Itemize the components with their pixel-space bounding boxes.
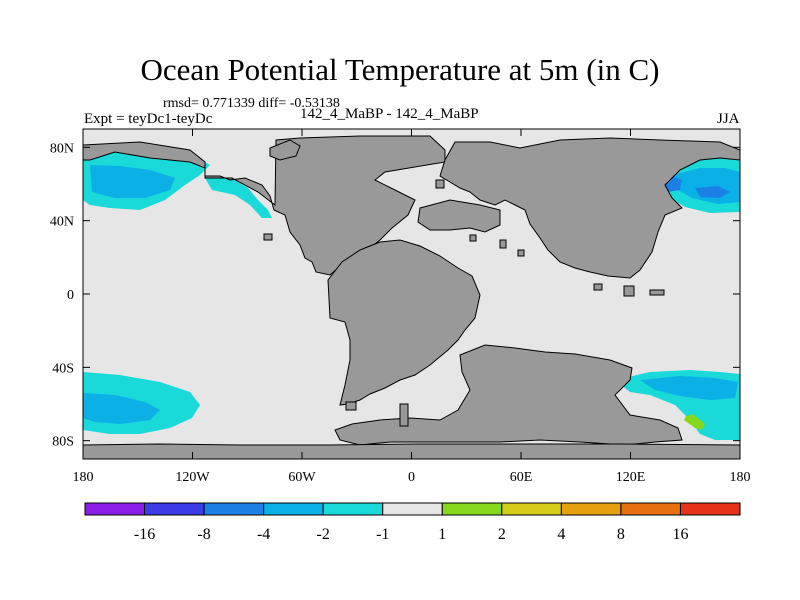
colorbar-label: 2 xyxy=(498,526,506,543)
colorbar-box xyxy=(203,502,265,516)
land-south-america xyxy=(327,239,481,406)
x-tick-label: 60E xyxy=(510,470,533,485)
anomaly-south-west-pacific-core xyxy=(640,376,738,400)
land-island-4 xyxy=(623,285,635,297)
land-greenland xyxy=(269,139,301,161)
land-island-2 xyxy=(435,179,445,189)
colorbar-label: -4 xyxy=(257,526,270,543)
land-europe-west xyxy=(417,199,501,233)
land-island-6 xyxy=(345,401,357,411)
land-island-1 xyxy=(263,233,273,241)
anomaly-labrador xyxy=(205,178,272,218)
land-island-3 xyxy=(649,289,665,296)
land-masses xyxy=(83,135,740,459)
anomaly-south-pacific-core xyxy=(83,393,160,424)
land-island-9 xyxy=(499,239,507,249)
colorbar-label: 4 xyxy=(557,526,565,543)
colorbar-label: 8 xyxy=(617,526,625,543)
colorbar-label: -16 xyxy=(134,526,155,543)
y-tick-label: 0 xyxy=(67,288,74,303)
y-tick-label: 80N xyxy=(50,141,74,156)
land-island-10 xyxy=(517,249,525,257)
colorbar-box xyxy=(679,502,741,516)
colorbar-box xyxy=(382,502,443,516)
land-island-7 xyxy=(399,403,409,427)
colorbar-box xyxy=(501,502,562,516)
season-label: JJA xyxy=(717,111,740,127)
colorbar-label: -1 xyxy=(376,526,389,543)
anomaly-north-atlantic-core xyxy=(90,165,175,198)
anomaly-north-pacific-deep xyxy=(695,186,730,198)
x-tick-label: 60W xyxy=(288,470,316,485)
colorbar-label: 1 xyxy=(438,526,446,543)
land-island-5 xyxy=(593,283,603,291)
y-tick-label: 40N xyxy=(50,215,74,230)
experiment-label: Expt = teyDc1-teyDc xyxy=(84,111,213,127)
case-label: 142_4_MaBP - 142_4_MaBP xyxy=(300,106,479,122)
x-tick-label: 180 xyxy=(730,470,751,485)
land-eurasia xyxy=(439,137,740,279)
anomaly-new-zealand-warm xyxy=(684,414,705,430)
colorbar-box xyxy=(263,502,324,516)
rmsd-diff-label: rmsd= 0.771339 diff= -0.53138 xyxy=(163,96,340,111)
colorbar-box xyxy=(322,502,384,516)
y-tick-label: 40S xyxy=(52,361,74,376)
x-tick-label: 180 xyxy=(73,470,94,485)
colorbar-box xyxy=(144,502,205,516)
land-island-8 xyxy=(469,234,477,242)
colorbar-box xyxy=(560,502,622,516)
colorbar-label: -2 xyxy=(317,526,330,543)
y-axis-ticks: 80N 40N 0 40S 80S xyxy=(50,141,740,450)
colorbar-label: 16 xyxy=(672,526,688,543)
colorbar-box xyxy=(620,502,681,516)
anomaly-green-regions xyxy=(684,414,705,430)
chart-title: Ocean Potential Temperature at 5m (in C) xyxy=(140,52,660,87)
land-antarctica xyxy=(83,443,740,459)
x-axis-ticks: 180 120W 60W 0 60E 120E 180 xyxy=(73,129,751,485)
colorbar-box xyxy=(84,502,146,516)
x-tick-label: 120W xyxy=(175,470,210,485)
anomaly-light-blue-regions xyxy=(83,165,740,424)
colorbar: -16 -8 -4 -2 -1 1 2 4 8 16 xyxy=(84,502,741,543)
x-tick-label: 120E xyxy=(616,470,646,485)
colorbar-label: -8 xyxy=(197,526,210,543)
y-tick-label: 80S xyxy=(52,435,74,450)
x-tick-label: 0 xyxy=(408,470,415,485)
colorbar-box xyxy=(441,502,503,516)
